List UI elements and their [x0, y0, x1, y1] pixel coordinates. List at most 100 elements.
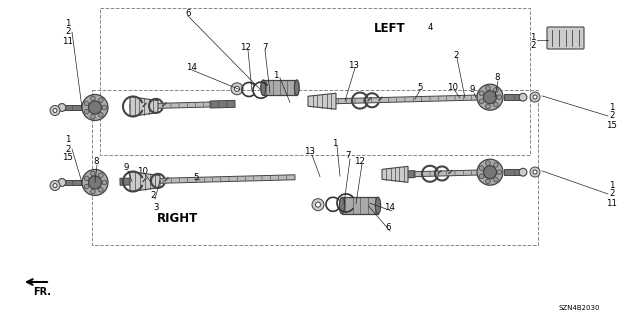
Text: 10: 10 [138, 167, 148, 175]
Circle shape [479, 174, 484, 179]
Circle shape [493, 163, 498, 167]
Text: 12: 12 [241, 42, 252, 51]
Text: 13: 13 [305, 147, 316, 157]
Polygon shape [263, 80, 297, 95]
Circle shape [50, 181, 60, 190]
Circle shape [530, 167, 540, 177]
Circle shape [479, 166, 484, 170]
Text: 1: 1 [531, 33, 536, 41]
Text: 2: 2 [65, 27, 71, 36]
Polygon shape [130, 97, 158, 116]
Circle shape [493, 87, 498, 92]
Circle shape [234, 86, 239, 91]
Ellipse shape [294, 80, 300, 95]
Circle shape [477, 84, 503, 110]
Circle shape [91, 171, 95, 176]
Circle shape [533, 95, 537, 99]
Circle shape [88, 101, 102, 114]
Polygon shape [62, 180, 81, 185]
Circle shape [316, 202, 321, 207]
Text: 8: 8 [93, 158, 99, 167]
Circle shape [53, 183, 57, 188]
Polygon shape [120, 178, 140, 185]
Text: 7: 7 [262, 42, 268, 51]
Circle shape [483, 166, 497, 179]
Polygon shape [308, 93, 336, 109]
Circle shape [479, 91, 484, 95]
Text: 3: 3 [153, 203, 159, 211]
Circle shape [497, 170, 502, 174]
Text: 13: 13 [349, 61, 360, 70]
Circle shape [497, 95, 502, 100]
Text: 7: 7 [345, 152, 351, 160]
Text: 1: 1 [332, 138, 338, 147]
Circle shape [82, 94, 108, 121]
Circle shape [533, 170, 537, 174]
Circle shape [88, 176, 102, 189]
Polygon shape [382, 166, 408, 182]
Text: 11: 11 [607, 198, 618, 207]
Circle shape [479, 99, 484, 104]
Text: 10: 10 [447, 84, 458, 93]
Polygon shape [504, 169, 523, 175]
Circle shape [99, 98, 103, 102]
Text: 1: 1 [273, 70, 279, 79]
Circle shape [99, 113, 103, 117]
Circle shape [58, 179, 66, 186]
Circle shape [50, 106, 60, 115]
Circle shape [483, 91, 497, 104]
Circle shape [493, 102, 498, 107]
Text: 15: 15 [607, 121, 618, 130]
Text: 2: 2 [453, 50, 459, 60]
Circle shape [477, 159, 503, 185]
Text: 15: 15 [63, 153, 74, 162]
Text: 4: 4 [428, 24, 433, 33]
Text: 6: 6 [185, 9, 191, 18]
Text: 8: 8 [494, 73, 500, 83]
Circle shape [486, 86, 490, 90]
Circle shape [53, 108, 57, 113]
Circle shape [84, 109, 89, 114]
Ellipse shape [339, 197, 344, 214]
Text: 2: 2 [150, 191, 156, 201]
Polygon shape [405, 170, 480, 177]
Circle shape [99, 173, 103, 177]
Text: 1: 1 [65, 136, 71, 145]
Circle shape [91, 189, 95, 194]
Circle shape [84, 176, 89, 181]
Circle shape [82, 169, 108, 196]
Text: 12: 12 [355, 157, 365, 166]
Circle shape [312, 199, 324, 211]
Text: 14: 14 [186, 63, 198, 71]
Polygon shape [130, 102, 220, 109]
Circle shape [84, 184, 89, 189]
Polygon shape [330, 95, 480, 104]
Circle shape [91, 114, 95, 119]
Circle shape [84, 101, 89, 106]
Text: 9: 9 [469, 85, 475, 94]
Text: 11: 11 [63, 36, 74, 46]
Text: 1: 1 [609, 181, 615, 189]
Polygon shape [130, 172, 160, 192]
Text: 2: 2 [609, 189, 615, 198]
Circle shape [102, 105, 107, 110]
Text: 2: 2 [65, 145, 71, 153]
Circle shape [486, 161, 490, 166]
Polygon shape [390, 171, 415, 178]
Text: FR.: FR. [33, 287, 51, 297]
Text: 1: 1 [609, 102, 615, 112]
Polygon shape [62, 105, 81, 110]
Text: 9: 9 [124, 164, 129, 173]
Circle shape [486, 104, 490, 109]
Text: 14: 14 [385, 204, 396, 212]
Text: 6: 6 [385, 224, 391, 233]
Circle shape [91, 96, 95, 101]
Text: 5: 5 [193, 173, 199, 182]
Polygon shape [130, 175, 295, 184]
Polygon shape [342, 197, 378, 214]
Circle shape [99, 188, 103, 192]
Ellipse shape [376, 197, 381, 214]
Circle shape [486, 179, 490, 184]
Text: LEFT: LEFT [374, 21, 406, 34]
Circle shape [58, 104, 66, 111]
